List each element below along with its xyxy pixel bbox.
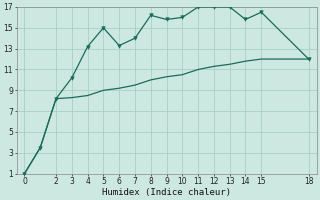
X-axis label: Humidex (Indice chaleur): Humidex (Indice chaleur) (102, 188, 231, 197)
